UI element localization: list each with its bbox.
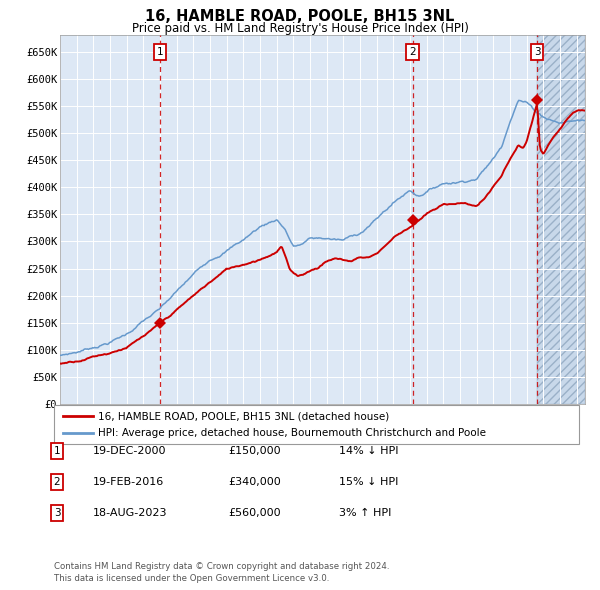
Text: 2: 2 [409,47,416,57]
Text: 14% ↓ HPI: 14% ↓ HPI [339,447,398,456]
Text: 16, HAMBLE ROAD, POOLE, BH15 3NL (detached house): 16, HAMBLE ROAD, POOLE, BH15 3NL (detach… [98,411,389,421]
Text: 16, HAMBLE ROAD, POOLE, BH15 3NL: 16, HAMBLE ROAD, POOLE, BH15 3NL [145,9,455,24]
Text: 1: 1 [157,47,163,57]
Text: 3: 3 [534,47,541,57]
Text: 2: 2 [53,477,61,487]
Text: This data is licensed under the Open Government Licence v3.0.: This data is licensed under the Open Gov… [54,574,329,583]
Text: HPI: Average price, detached house, Bournemouth Christchurch and Poole: HPI: Average price, detached house, Bour… [98,428,486,438]
Text: 3% ↑ HPI: 3% ↑ HPI [339,508,391,517]
Bar [537,35,585,404]
Text: 19-FEB-2016: 19-FEB-2016 [93,477,164,487]
Text: £560,000: £560,000 [228,508,281,517]
Text: 19-DEC-2000: 19-DEC-2000 [93,447,167,456]
Text: Contains HM Land Registry data © Crown copyright and database right 2024.: Contains HM Land Registry data © Crown c… [54,562,389,571]
Text: 18-AUG-2023: 18-AUG-2023 [93,508,167,517]
Bar [537,35,585,404]
Text: 3: 3 [53,508,61,517]
Text: 1: 1 [53,447,61,456]
Text: £340,000: £340,000 [228,477,281,487]
Text: 15% ↓ HPI: 15% ↓ HPI [339,477,398,487]
Text: Price paid vs. HM Land Registry's House Price Index (HPI): Price paid vs. HM Land Registry's House … [131,22,469,35]
Text: £150,000: £150,000 [228,447,281,456]
